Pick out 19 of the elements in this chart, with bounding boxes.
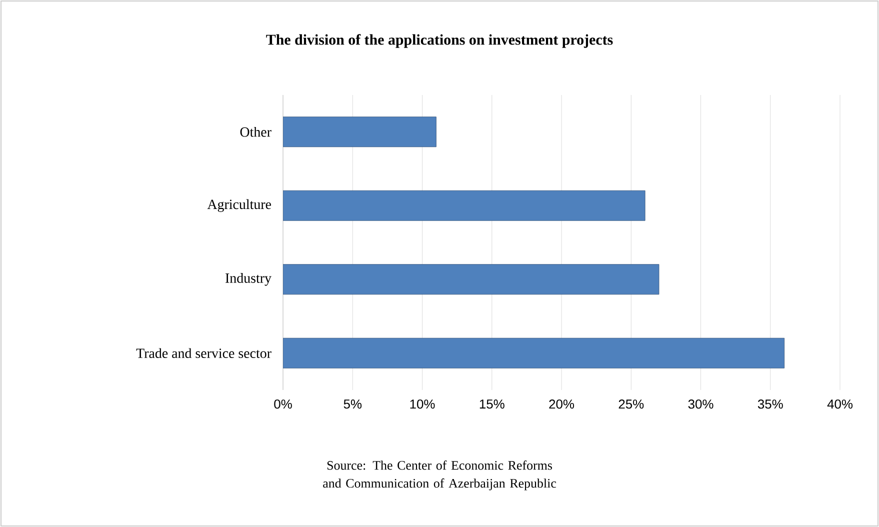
bar <box>283 338 785 368</box>
bar <box>283 264 660 295</box>
x-tick-label: 5% <box>344 400 362 409</box>
y-tick-label: Agriculture <box>207 199 272 212</box>
y-tick-label: Trade and service sector <box>136 348 272 358</box>
x-tick-label: 15% <box>480 400 504 409</box>
x-tick-label: 10% <box>410 400 435 409</box>
x-tick-label: 0% <box>274 400 292 409</box>
x-tick-label: 30% <box>688 400 714 409</box>
x-tick-label: 20% <box>549 400 574 409</box>
x-tick-label: 35% <box>758 400 783 409</box>
bar <box>283 116 436 148</box>
x-tick-label: 40% <box>827 400 853 409</box>
source-note: Source: The Center of Economic Reforms and Communication of Azerbaijan Republic <box>323 460 556 490</box>
x-tick-label: 25% <box>618 400 644 409</box>
y-tick-label: Other <box>240 126 272 137</box>
chart-title: The division of the applications on investment projects <box>266 34 613 48</box>
bar <box>283 190 646 221</box>
y-tick-label: Industry <box>226 273 272 286</box>
